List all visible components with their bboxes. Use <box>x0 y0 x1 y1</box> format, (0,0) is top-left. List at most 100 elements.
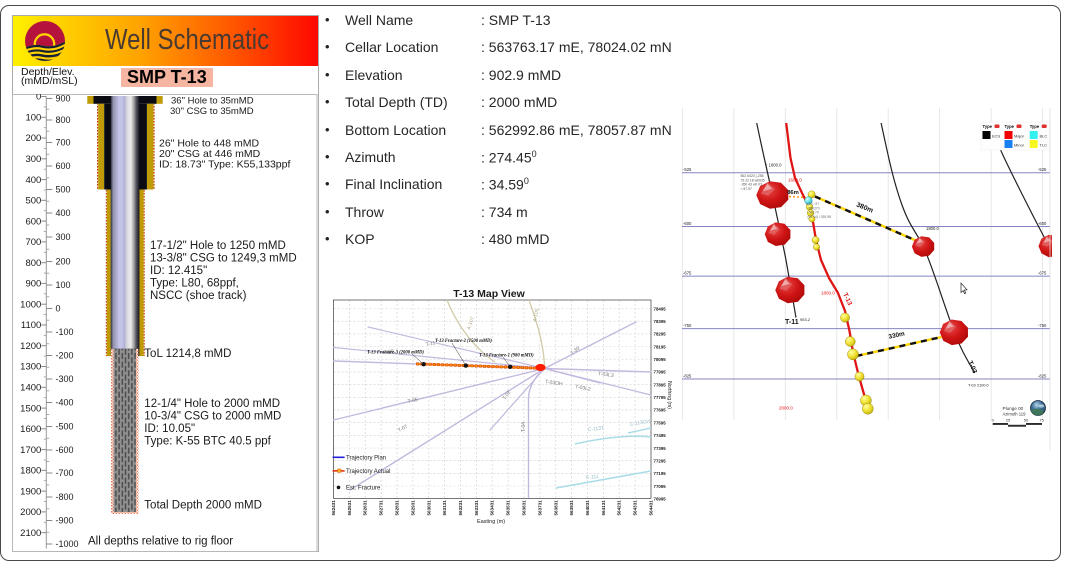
svg-text:563831: 563831 <box>553 500 558 516</box>
svg-text:= 87.97: = 87.97 <box>741 187 753 191</box>
svg-text:79 22 18 w6035: 79 22 18 w6035 <box>741 178 765 182</box>
svg-text:T-13 Fracture-3 (2000 mMD): T-13 Fracture-3 (2000 mMD) <box>367 351 424 356</box>
svg-text:1400: 1400 <box>20 382 41 393</box>
svg-text:563731: 563731 <box>537 500 542 516</box>
svg-text:T-30: T-30 <box>570 346 582 357</box>
svg-text:Type: K-55 BTC 40.5 ppf: Type: K-55 BTC 40.5 ppf <box>144 435 271 447</box>
svg-text:-600: -600 <box>683 221 692 226</box>
svg-text:500: 500 <box>56 184 71 194</box>
svg-text:10-3/4" CSG to 2000 mMD: 10-3/4" CSG to 2000 mMD <box>144 410 281 422</box>
svg-text:200: 200 <box>25 133 41 144</box>
svg-text:-825: -825 <box>683 374 692 379</box>
svg-text:50: 50 <box>1024 418 1029 423</box>
svg-text:1300: 1300 <box>20 361 41 372</box>
svg-text:C-113CH: C-113CH <box>629 418 651 428</box>
svg-text:1000: 1000 <box>20 299 41 310</box>
svg-text:30" CSG to 35mMD: 30" CSG to 35mMD <box>170 105 254 116</box>
svg-text:77295: 77295 <box>654 459 667 464</box>
svg-text:563931: 563931 <box>569 500 574 516</box>
svg-text:20" CSG at 446 mMD: 20" CSG at 446 mMD <box>159 148 261 160</box>
svg-text:ID: 10.05": ID: 10.05" <box>144 423 195 435</box>
svg-text:700: 700 <box>56 137 71 147</box>
svg-text:900: 900 <box>56 94 71 104</box>
svg-text:-700: -700 <box>56 468 74 478</box>
svg-text:564231: 564231 <box>617 500 622 516</box>
svg-text:36" Hole to 35mMD: 36" Hole to 35mMD <box>171 95 254 106</box>
svg-text:564331: 564331 <box>633 500 638 516</box>
svg-text:T-03: T-03 <box>966 360 978 375</box>
svg-text:800: 800 <box>56 115 71 125</box>
svg-text:Type: Type <box>983 124 993 129</box>
svg-text:26" Hole to 448 mMD: 26" Hole to 448 mMD <box>159 137 259 149</box>
svg-text:953.2: 953.2 <box>800 317 811 322</box>
svg-text:563331: 563331 <box>474 500 479 516</box>
svg-text:1700: 1700 <box>20 444 41 455</box>
svg-text:2000: 2000 <box>20 507 41 518</box>
svg-text:2000.0: 2000.0 <box>779 406 793 411</box>
svg-text:T-09: T-09 <box>383 349 394 356</box>
svg-text:75: 75 <box>1039 418 1044 423</box>
svg-text:BLC: BLC <box>1040 134 1048 139</box>
svg-text:562531: 562531 <box>347 500 352 516</box>
svg-text:ToL 1214,8 mMD: ToL 1214,8 mMD <box>144 348 231 360</box>
svg-text:78495: 78495 <box>654 306 667 311</box>
svg-text:0: 0 <box>992 418 995 423</box>
svg-text:C-113T: C-113T <box>588 425 605 433</box>
svg-text:-300: -300 <box>56 374 74 384</box>
svg-text:563531: 563531 <box>506 500 511 516</box>
svg-text:562631: 562631 <box>363 500 368 516</box>
svg-text:1500: 1500 <box>20 403 41 414</box>
svg-text:-675: -675 <box>1038 271 1047 276</box>
svg-text:T-03L3: T-03L3 <box>598 371 614 379</box>
svg-text:ID: 18.73" Type: K55,133ppf: ID: 18.73" Type: K55,133ppf <box>159 158 290 170</box>
svg-text:TLC: TLC <box>1040 143 1048 148</box>
svg-text:(00.04) / 035.98: (00.04) / 035.98 <box>808 215 831 219</box>
svg-text:400: 400 <box>56 208 71 218</box>
svg-text:330m: 330m <box>888 330 906 340</box>
svg-text:700: 700 <box>25 237 41 248</box>
svg-text:+ 1600.0: + 1600.0 <box>765 163 782 168</box>
svg-text:Easting (m): Easting (m) <box>477 519 505 525</box>
svg-text:NSCC (shoe track): NSCC (shoe track) <box>150 289 247 301</box>
svg-text:T-03L2: T-03L2 <box>575 384 592 393</box>
svg-text:77995: 77995 <box>654 370 667 375</box>
svg-text:Total Depth 2000 mMD: Total Depth 2000 mMD <box>144 499 262 511</box>
svg-text:78295: 78295 <box>654 332 667 337</box>
svg-text:Major: Major <box>1014 134 1025 139</box>
svg-text:Est. Fracture: Est. Fracture <box>346 485 381 491</box>
svg-text:900: 900 <box>25 278 41 289</box>
svg-text:76995: 76995 <box>654 497 667 502</box>
svg-text:100: 100 <box>25 112 41 123</box>
svg-text:564131: 564131 <box>601 500 606 516</box>
svg-text:1800.0: 1800.0 <box>821 291 835 296</box>
svg-text:-950270: -950270 <box>808 206 820 210</box>
svg-text:-560.70: -560.70 <box>808 211 819 215</box>
svg-text:13-3/8" CSG to 1249,3 mMD: 13-3/8" CSG to 1249,3 mMD <box>150 252 297 264</box>
svg-text:78095: 78095 <box>654 357 667 362</box>
svg-text:A-105: A-105 <box>532 308 541 323</box>
svg-text:-350 43 w0 03: -350 43 w0 03 <box>741 183 763 187</box>
svg-text:-600: -600 <box>1038 221 1047 226</box>
svg-text:562731: 562731 <box>379 500 384 516</box>
svg-text:ID: 12.415": ID: 12.415" <box>150 264 207 276</box>
svg-text:1600.0: 1600.0 <box>788 178 802 183</box>
svg-text:Trajectory Plan: Trajectory Plan <box>346 455 386 461</box>
svg-text:-100: -100 <box>56 327 74 337</box>
svg-text:500: 500 <box>25 195 41 206</box>
svg-text:563031: 563031 <box>426 500 431 516</box>
svg-text:77095: 77095 <box>654 484 667 489</box>
svg-text:Plunge 00: Plunge 00 <box>1003 406 1024 411</box>
svg-text:T-04: T-04 <box>521 422 527 432</box>
svg-text:2100: 2100 <box>20 527 41 538</box>
svg-text:563231: 563231 <box>458 500 463 516</box>
svg-text:600: 600 <box>56 161 71 171</box>
svg-text:1600: 1600 <box>20 424 41 435</box>
svg-text:400: 400 <box>25 174 41 185</box>
svg-text:564431: 564431 <box>649 500 654 516</box>
svg-text:-600: -600 <box>56 445 74 455</box>
svg-text:A-107: A-107 <box>466 316 476 331</box>
svg-text:-825: -825 <box>1038 374 1047 379</box>
svg-text:200: 200 <box>56 256 71 266</box>
svg-text:T-13 Fracture-2 (1500 mMD): T-13 Fracture-2 (1500 mMD) <box>435 339 492 344</box>
svg-text:Type: L80, 68ppf,: Type: L80, 68ppf, <box>150 277 239 289</box>
